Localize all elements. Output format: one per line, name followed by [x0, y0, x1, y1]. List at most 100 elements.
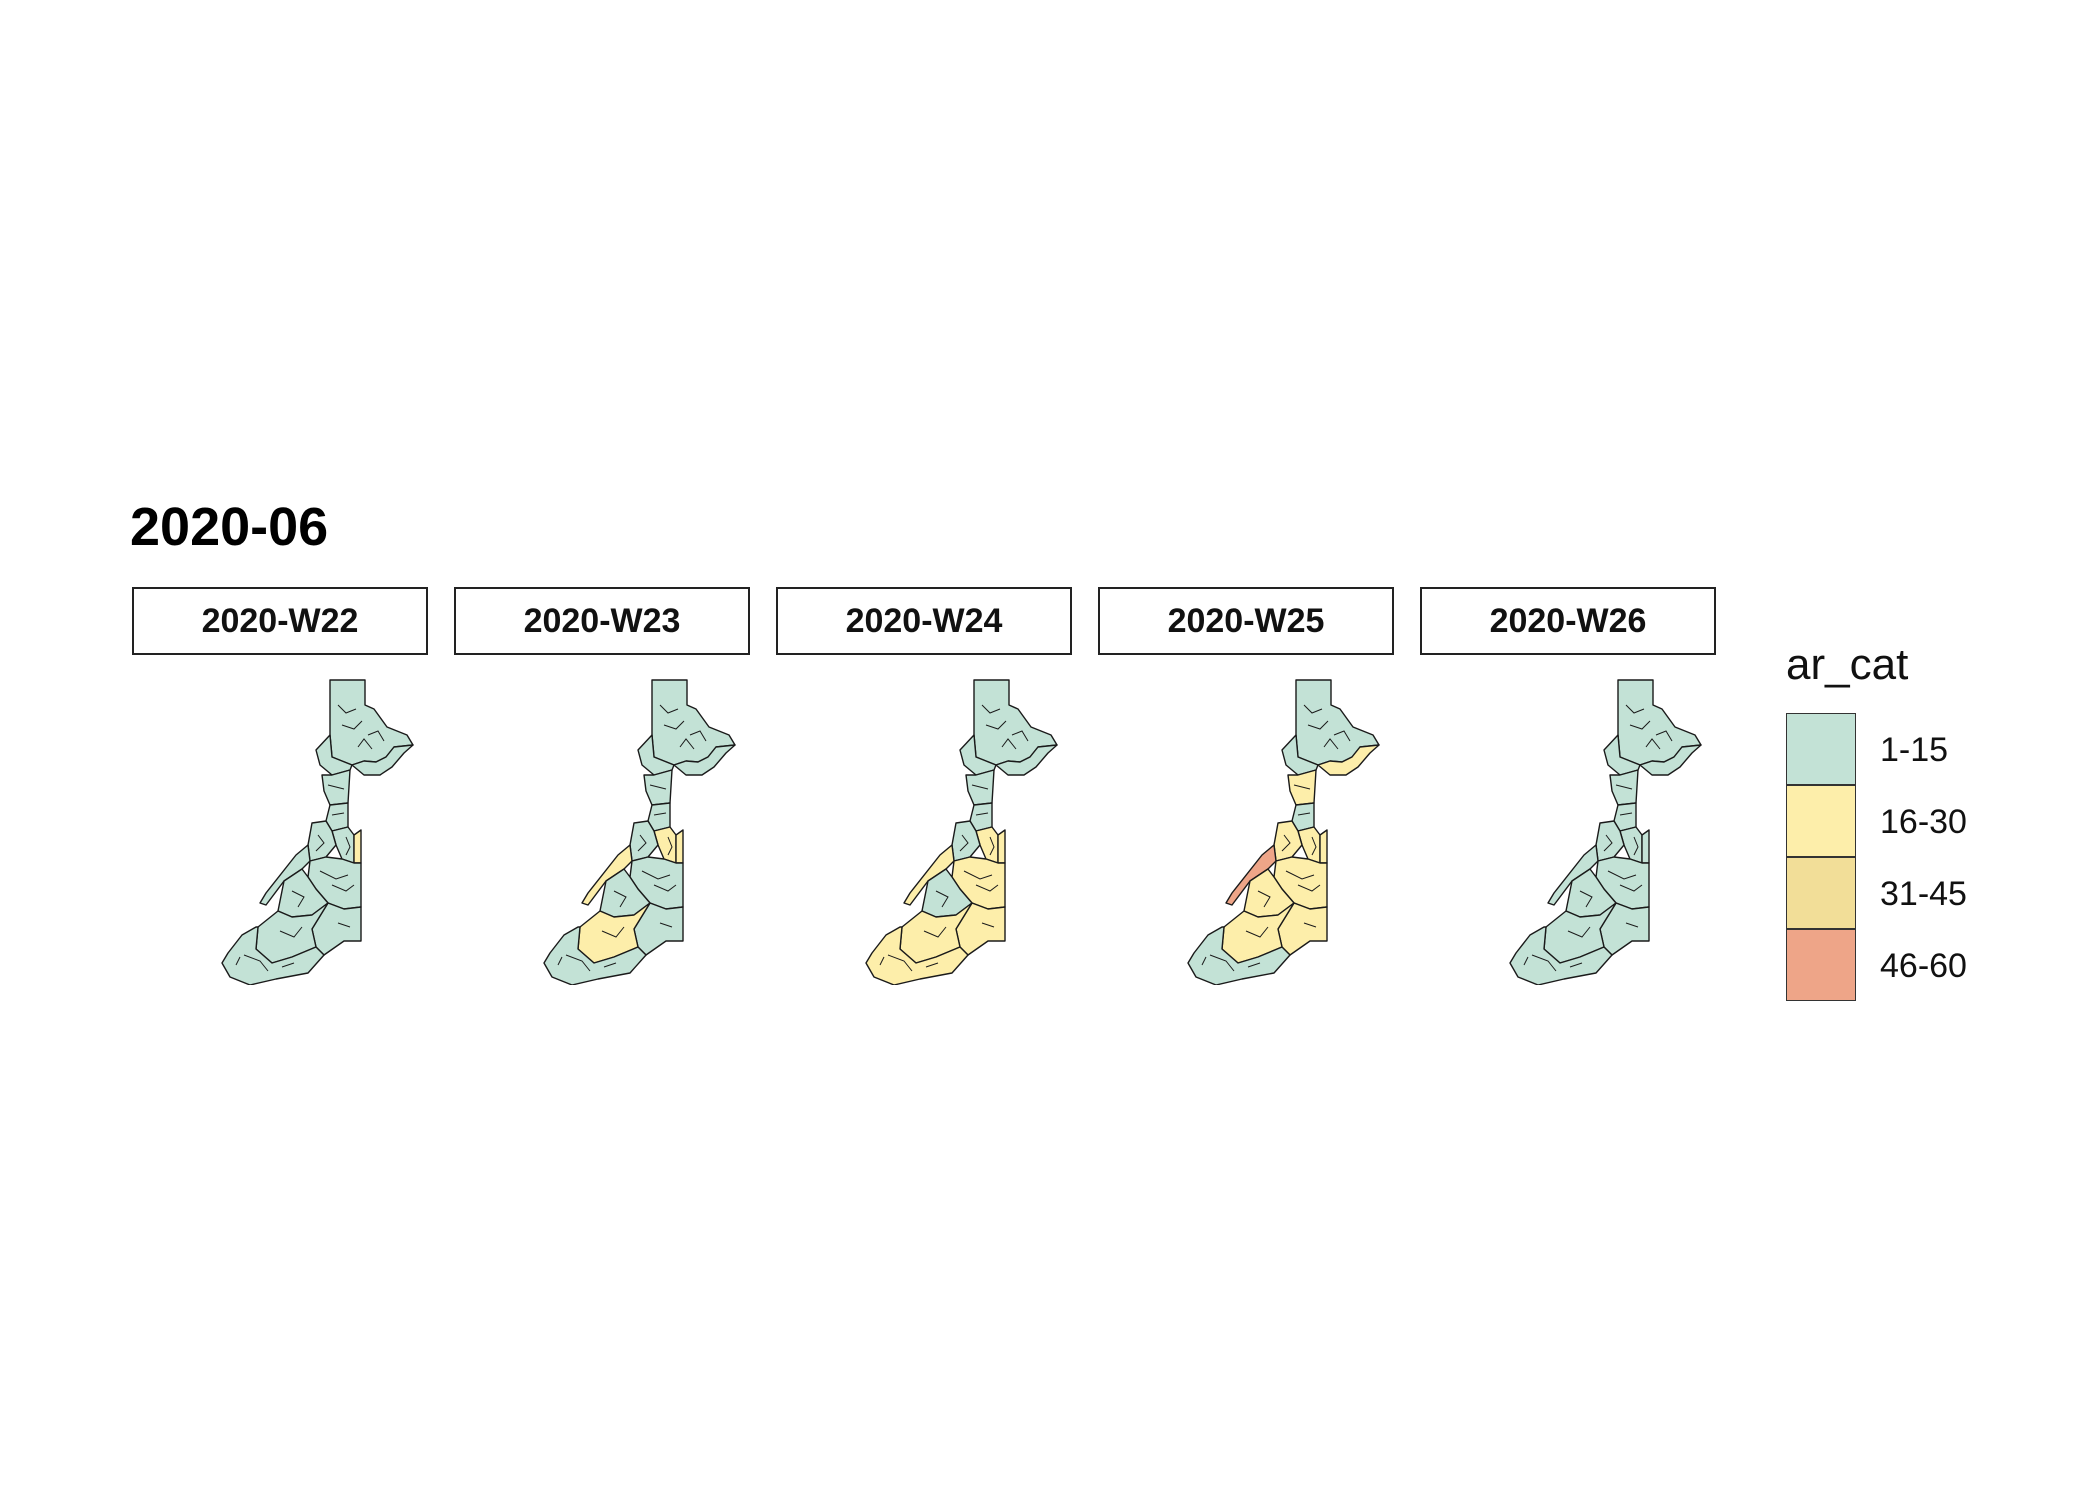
facet-strip: 2020-W26 [1420, 587, 1716, 655]
region-border [879, 956, 885, 966]
map-region [351, 744, 414, 776]
map-region [1187, 926, 1291, 985]
region-border [1247, 962, 1261, 968]
region-border [1001, 738, 1017, 750]
region-border [1245, 926, 1269, 938]
map-region [1319, 829, 1328, 864]
region-border [689, 730, 707, 742]
region-border [971, 784, 989, 790]
facet-strip: 2020-W24 [776, 587, 1072, 655]
region-border [1333, 730, 1351, 742]
map-region [865, 926, 969, 985]
region-border [1569, 962, 1583, 968]
facet-strip: 2020-W22 [132, 587, 428, 655]
map-region [581, 844, 633, 906]
region-border [331, 812, 345, 816]
region-border [981, 922, 995, 928]
facet-strip: 2020-W25 [1098, 587, 1394, 655]
region-border [653, 884, 677, 892]
region-border [557, 956, 563, 966]
region-border [659, 704, 679, 714]
map-region [995, 744, 1058, 776]
region-border [341, 720, 363, 730]
region-border [1523, 956, 1529, 966]
map-region [673, 744, 736, 776]
region-border [327, 784, 345, 790]
region-border [331, 884, 355, 892]
region-border [649, 784, 667, 790]
region-border [1303, 922, 1317, 928]
region-border [1297, 812, 1311, 816]
region-border [319, 870, 349, 880]
map-panel [543, 679, 736, 985]
map-region [1639, 744, 1702, 776]
region-border [1307, 720, 1329, 730]
map-region [675, 829, 684, 864]
region-border [935, 890, 949, 908]
region-border [985, 720, 1007, 730]
region-border [1619, 812, 1633, 816]
region-border [1603, 834, 1613, 852]
region-border [981, 704, 1001, 714]
region-border [959, 834, 969, 852]
map-panel [221, 679, 414, 985]
region-border [1281, 834, 1291, 852]
region-border [1625, 704, 1645, 714]
region-border [1645, 738, 1661, 750]
map-region [543, 926, 647, 985]
map-region [259, 844, 311, 906]
region-border [887, 954, 913, 972]
legend-label: 16-30 [1880, 803, 1967, 841]
figure-title: 2020-06 [130, 497, 329, 557]
region-border [1293, 784, 1311, 790]
region-border [1607, 870, 1637, 880]
region-border [1629, 720, 1651, 730]
region-border [667, 836, 673, 856]
region-border [235, 956, 241, 966]
map-region [1641, 829, 1650, 864]
region-border [1567, 926, 1591, 938]
map-region [1547, 844, 1599, 906]
map-region [353, 829, 362, 864]
region-border [679, 738, 695, 750]
region-border [243, 954, 269, 972]
map-region [903, 844, 955, 906]
region-border [975, 812, 989, 816]
region-border [963, 870, 993, 880]
region-border [1209, 954, 1235, 972]
region-border [925, 962, 939, 968]
map-region [1225, 844, 1277, 906]
legend-key-46-60 [1786, 929, 1856, 1001]
legend-label: 46-60 [1880, 947, 1967, 985]
region-border [613, 890, 627, 908]
region-border [279, 926, 303, 938]
region-border [659, 922, 673, 928]
map-panel [1509, 679, 1702, 985]
legend-key-31-45 [1786, 857, 1856, 929]
region-border [1011, 730, 1029, 742]
region-border [653, 812, 667, 816]
legend-title: ar_cat [1786, 640, 1909, 689]
region-border [637, 834, 647, 852]
region-border [923, 926, 947, 938]
map-region [1509, 926, 1613, 985]
region-border [345, 836, 351, 856]
region-border [337, 704, 357, 714]
region-border [565, 954, 591, 972]
region-border [603, 962, 617, 968]
region-border [1323, 738, 1339, 750]
region-border [975, 884, 999, 892]
map-region [1317, 744, 1380, 776]
region-border [1619, 884, 1643, 892]
region-border [357, 738, 373, 750]
region-border [663, 720, 685, 730]
region-border [1633, 836, 1639, 856]
legend-key-16-30 [1786, 785, 1856, 857]
region-border [315, 834, 325, 852]
map-panel [865, 679, 1058, 985]
region-border [1615, 784, 1633, 790]
region-border [1201, 956, 1207, 966]
region-border [281, 962, 295, 968]
legend-key-1-15 [1786, 713, 1856, 785]
map-region [997, 829, 1006, 864]
